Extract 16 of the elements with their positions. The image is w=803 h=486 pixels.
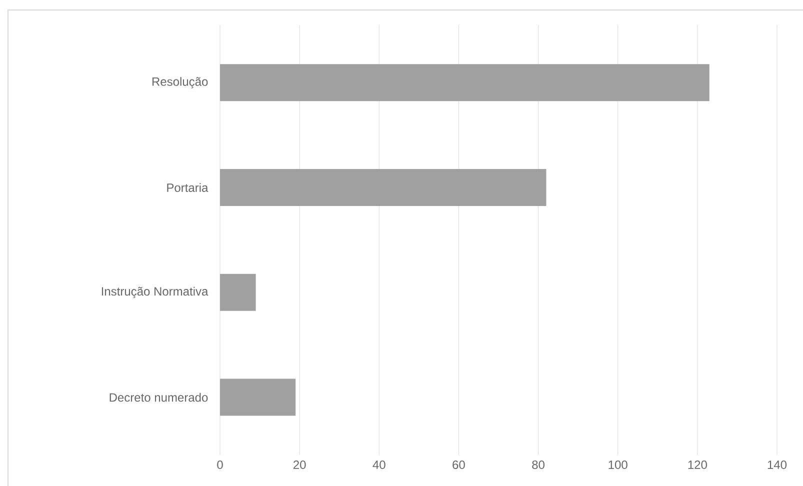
x-tick-label: 20 bbox=[294, 460, 306, 470]
x-tick-label: 40 bbox=[372, 460, 386, 470]
x-tick-label: 100 bbox=[608, 460, 628, 470]
y-tick-label: Instrução Normativa bbox=[102, 286, 208, 298]
x-tick-label: 0 bbox=[217, 460, 223, 470]
x-tick-label: 120 bbox=[688, 460, 707, 470]
x-tick-label: 80 bbox=[532, 460, 544, 470]
bar bbox=[220, 378, 296, 416]
bar bbox=[220, 64, 710, 102]
x-tick-label: 60 bbox=[452, 460, 465, 470]
bar bbox=[220, 169, 546, 206]
bar bbox=[220, 274, 256, 311]
y-tick-label: Portaria bbox=[167, 183, 208, 192]
y-tick-label: Decreto numerado bbox=[110, 392, 208, 402]
x-tick-label: 140 bbox=[768, 460, 787, 470]
y-tick-label: Resolução bbox=[152, 77, 208, 88]
